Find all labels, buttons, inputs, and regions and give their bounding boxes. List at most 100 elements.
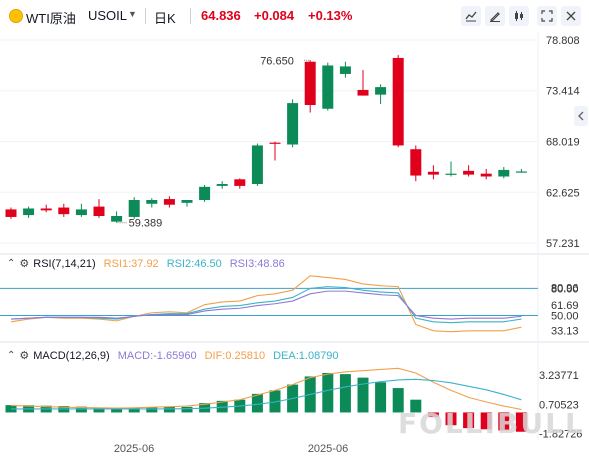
macd-histogram-bar — [128, 407, 140, 413]
candle-body — [463, 170, 475, 175]
macd-histogram-bar — [410, 399, 422, 413]
macd-histogram-bar — [339, 374, 351, 413]
candle-body — [93, 206, 105, 217]
rsi-legend: ⌃ ⚙ RSI(7,14,21) RSI1:37.92 RSI2:46.50 R… — [7, 257, 285, 271]
low-annotation: 59.389 — [129, 218, 163, 230]
macd-histogram-bar — [269, 390, 281, 413]
candle-body — [199, 186, 211, 201]
macd-histogram-bar — [498, 412, 510, 431]
price-change: +0.084 — [254, 8, 295, 23]
macd-tick-label: 3.23771 — [539, 370, 579, 382]
macd-histogram-bar — [375, 382, 387, 413]
macd-tick-label: 0.70523 — [539, 399, 579, 411]
rsi-tick-label: 33.13 — [551, 326, 579, 338]
chevron-down-icon[interactable]: ▼ — [128, 9, 137, 19]
candle-body — [23, 208, 35, 216]
candle-style-icon[interactable] — [509, 6, 529, 26]
candle-body — [234, 179, 246, 186]
price-change-percent: +0.13% — [308, 8, 353, 23]
dif-line — [10, 367, 522, 410]
candle-body — [269, 142, 281, 144]
candle-body — [40, 208, 52, 211]
rsi-line-rsi1 — [10, 275, 522, 333]
candle-body — [498, 169, 510, 177]
macd-histogram-bar — [445, 412, 457, 426]
macd-histogram-bar — [216, 400, 228, 413]
candle-body — [163, 199, 175, 205]
divider — [190, 8, 191, 24]
indicators-icon[interactable] — [461, 6, 481, 26]
chart-header: WTI原油 USOIL ▼ 日K 64.836 +0.084 +0.13% — [0, 0, 589, 32]
draw-icon[interactable] — [485, 6, 505, 26]
candle-body — [375, 87, 387, 95]
rsi-tick-label: 80.00 — [551, 283, 579, 295]
collapse-icon[interactable]: ⌃ — [7, 258, 16, 269]
candle-body — [480, 173, 492, 177]
candle-body — [322, 65, 334, 109]
macd-histogram-bar — [146, 407, 158, 413]
chevron-left-icon[interactable] — [574, 106, 588, 126]
rsi1-value: RSI1:37.92 — [103, 257, 159, 270]
rsi2-value: RSI2:46.50 — [166, 257, 222, 270]
macd-histogram-bar — [163, 406, 175, 413]
rsi-tick-label: 61.69 — [551, 300, 579, 312]
symbol-name[interactable]: WTI原油 — [26, 11, 76, 26]
candle-body — [410, 149, 422, 176]
price-tick-label: 68.019 — [546, 137, 580, 149]
watermark-logo: FOLLIBULL — [398, 407, 585, 440]
candle-body — [75, 209, 87, 216]
dea-line — [11, 378, 522, 410]
divider — [145, 8, 146, 24]
price-tick-label: 78.808 — [546, 35, 580, 47]
date-tick-label: 2025-06 — [308, 443, 348, 455]
rsi3-value: RSI3:48.86 — [229, 257, 285, 270]
candle-body — [392, 57, 404, 146]
macd-histogram-bar — [357, 377, 369, 413]
high-annotation: 76.650 — [260, 55, 294, 67]
macd-histogram-bar — [251, 393, 263, 413]
symbol-logo — [9, 9, 23, 23]
dea-value: DEA:1.08790 — [273, 349, 339, 362]
rsi-tick-label: 50.00 — [551, 310, 579, 322]
candle-body — [339, 66, 351, 74]
interval-selector[interactable]: 日K — [154, 11, 176, 26]
collapse-icon[interactable]: ⌃ — [7, 350, 16, 361]
rsi-line-rsi3 — [10, 290, 522, 320]
symbol-ticker[interactable]: USOIL — [88, 8, 128, 23]
macd-histogram-bar — [427, 412, 439, 418]
candle-body — [357, 89, 369, 96]
settings-gear-icon[interactable]: ⚙ — [19, 258, 30, 270]
rsi-tick-label: 80.96 — [551, 283, 579, 295]
price-tick-label: 57.231 — [546, 238, 580, 250]
macd-histogram-bar — [322, 372, 334, 413]
close-icon[interactable] — [561, 6, 581, 26]
macd-histogram-bar — [463, 412, 475, 429]
candle-body — [216, 184, 228, 186]
macd-histogram-bar — [515, 412, 527, 432]
price-tick-label: 73.414 — [546, 86, 580, 98]
candle-body — [251, 145, 263, 185]
candle-body — [445, 173, 457, 175]
candle-body — [128, 200, 140, 217]
candle-body — [5, 209, 17, 217]
macd-title[interactable]: MACD(12,26,9) — [33, 349, 110, 362]
price-tick-label: 62.625 — [546, 187, 580, 199]
candle-body — [111, 216, 123, 222]
settings-gear-icon[interactable]: ⚙ — [19, 350, 30, 362]
candle-body — [181, 200, 193, 203]
candle-body — [515, 171, 527, 173]
rsi-title[interactable]: RSI(7,14,21) — [33, 257, 96, 270]
macd-tick-label: -1.82726 — [539, 429, 582, 441]
macd-legend: ⌃ ⚙ MACD(12,26,9) MACD:-1.65960 DIF:0.25… — [7, 349, 339, 363]
fullscreen-icon[interactable] — [537, 6, 557, 26]
macd-histogram-bar — [75, 406, 87, 413]
macd-histogram-bar — [111, 408, 123, 413]
candle-body — [427, 171, 439, 175]
macd-histogram-bar — [181, 406, 193, 413]
macd-histogram-bar — [480, 412, 492, 430]
macd-value: MACD:-1.65960 — [117, 349, 197, 362]
candle-body — [304, 61, 316, 105]
dif-value: DIF:0.25810 — [204, 349, 266, 362]
date-tick-label: 2025-06 — [114, 443, 154, 455]
